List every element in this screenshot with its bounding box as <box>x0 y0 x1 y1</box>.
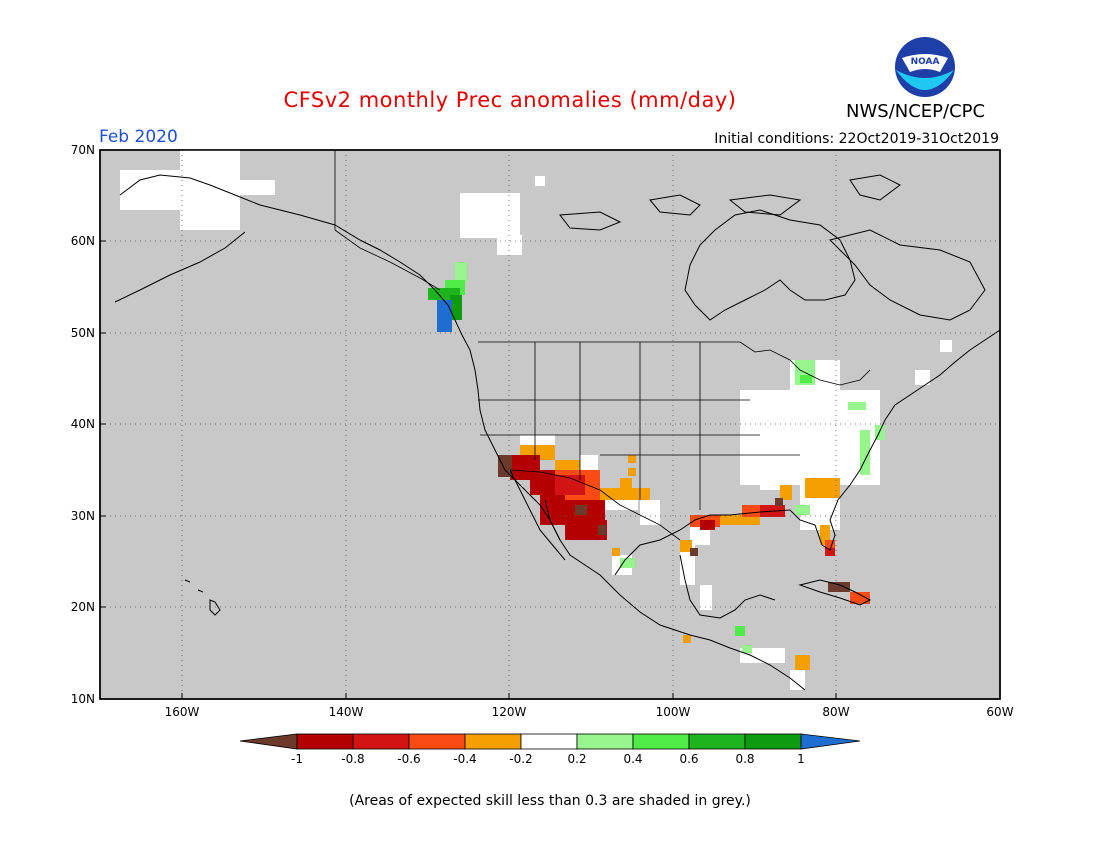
lat-label: 20N <box>70 600 95 614</box>
boundaries <box>334 150 871 541</box>
colorbar-tick: 0.2 <box>567 752 587 766</box>
colorbar-bin-1 <box>296 733 354 750</box>
colorbar-high-arrow <box>800 733 861 750</box>
lon-label: 160W <box>164 705 200 719</box>
lat-label: 60N <box>70 234 95 248</box>
lat-label: 70N <box>70 143 95 157</box>
colorbar-tick: -1 <box>291 752 303 766</box>
lat-label: 30N <box>70 509 95 523</box>
skill-footnote: (Areas of expected skill less than 0.3 a… <box>349 793 751 809</box>
colorbar-bin-5 <box>520 733 578 750</box>
colorbar-bin-6 <box>576 733 634 750</box>
anomaly-above-plus-1 <box>437 300 452 332</box>
colorbar-bin-8 <box>688 733 746 750</box>
colorbar-bin-2 <box>352 733 410 750</box>
anomaly-below-minus-1 <box>498 455 850 592</box>
colorbar-bin-7 <box>632 733 690 750</box>
lon-label: 80W <box>822 705 850 719</box>
colorbar-bin-4 <box>464 733 522 750</box>
lat-label: 10N <box>70 692 95 706</box>
colorbar-bin-3 <box>408 733 466 750</box>
lon-label: 120W <box>491 705 527 719</box>
noaa-logo: NOAA <box>895 37 955 97</box>
forecast-month: Feb 2020 <box>99 127 178 147</box>
anomaly-minus-0-6-to-0-8 <box>555 475 835 556</box>
coastlines <box>114 174 1000 691</box>
colorbar <box>239 733 861 750</box>
lon-label: 100W <box>655 705 691 719</box>
colorbar-low-arrow <box>239 733 298 750</box>
colorbar-tick: -0.2 <box>509 752 533 766</box>
lon-label: 140W <box>328 705 364 719</box>
lat-label: 50N <box>70 326 95 340</box>
colorbar-bin-9 <box>744 733 802 750</box>
axis-ticks <box>100 149 837 699</box>
colorbar-tick: -0.8 <box>341 752 365 766</box>
initial-conditions: Initial conditions: 22Oct2019-31Oct2019 <box>714 131 999 147</box>
anomaly-plus-0-8-to-1 <box>450 295 462 320</box>
colorbar-tick: 0.4 <box>623 752 643 766</box>
colorbar-tick: -0.4 <box>453 752 477 766</box>
agency-label: NWS/NCEP/CPC <box>846 101 986 122</box>
graticule <box>100 150 1000 699</box>
colorbar-tick: 1 <box>797 752 805 766</box>
lat-label: 40N <box>70 417 95 431</box>
anomaly-minus-0-2-to-0-4 <box>520 445 840 670</box>
colorbar-tick: -0.6 <box>397 752 421 766</box>
colorbar-tick: 0.8 <box>735 752 755 766</box>
noaa-logo-text: NOAA <box>911 57 940 67</box>
lon-label: 60W <box>986 705 1014 719</box>
page-title: CFSv2 monthly Prec anomalies (mm/day) <box>283 88 737 112</box>
colorbar-tick: 0.6 <box>679 752 699 766</box>
